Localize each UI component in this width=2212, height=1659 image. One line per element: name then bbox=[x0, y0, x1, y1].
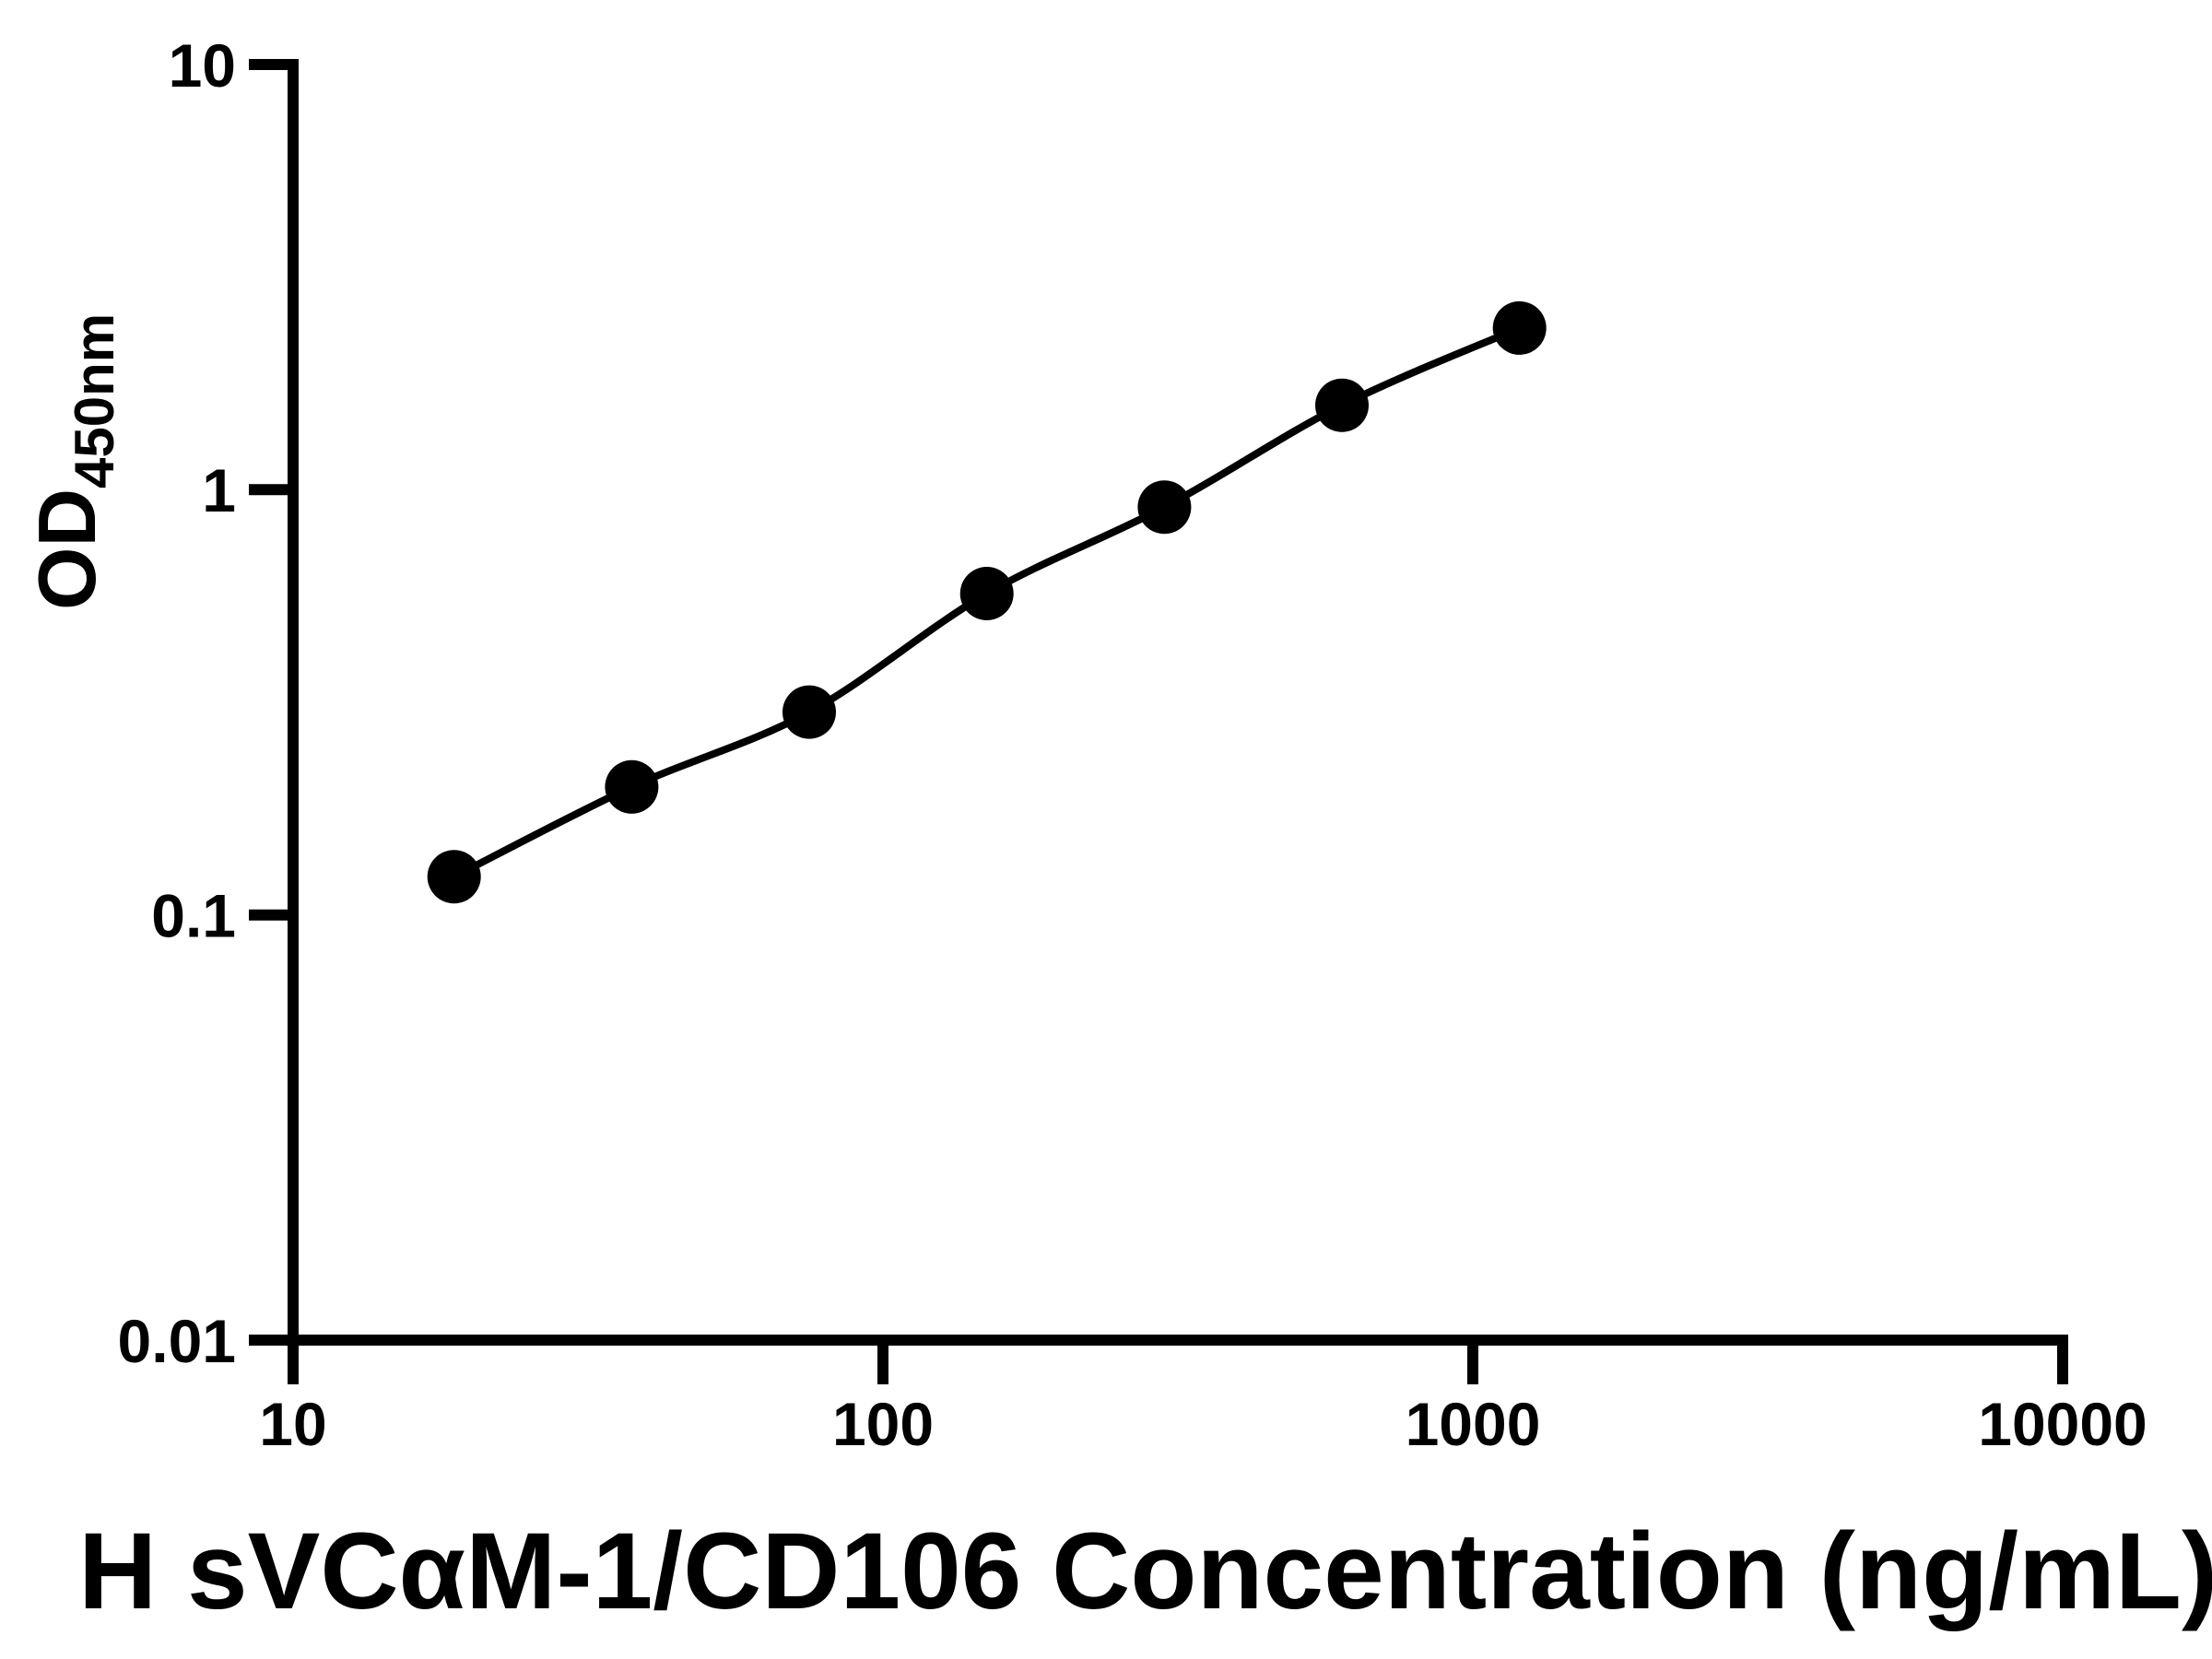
data-point-marker bbox=[605, 759, 659, 814]
axis-tick-labels: 10 1 0.1 0.01 10 100 1000 10000 bbox=[118, 31, 2147, 1458]
x-axis-title: H sVCαM-1/CD106 Concentration (ng/mL) bbox=[78, 1511, 2212, 1632]
data-point-marker bbox=[782, 685, 836, 739]
x-tick-label: 1000 bbox=[1406, 1390, 1541, 1458]
y-axis-title: OD450nm bbox=[21, 313, 125, 610]
x-tick-label: 100 bbox=[832, 1390, 934, 1458]
y-tick-label: 1 bbox=[202, 456, 236, 524]
y-tick-label: 0.01 bbox=[118, 1307, 236, 1375]
data-point-marker bbox=[427, 850, 481, 904]
y-tick-label: 10 bbox=[169, 31, 236, 100]
data-point-marker bbox=[1315, 378, 1369, 432]
data-point-marker bbox=[1492, 300, 1547, 355]
data-point-marker bbox=[1137, 480, 1192, 535]
x-tick-label: 10000 bbox=[1978, 1390, 2147, 1458]
axes bbox=[288, 59, 2068, 1346]
y-tick-label: 0.1 bbox=[151, 881, 236, 949]
y-axis-title-main: OD bbox=[21, 488, 112, 610]
y-axis-title-subscript: 450nm bbox=[64, 313, 125, 488]
data-point-marker bbox=[959, 567, 1014, 620]
x-tick-label: 10 bbox=[259, 1390, 326, 1458]
data-series bbox=[427, 300, 1547, 904]
axis-ticks bbox=[249, 59, 2068, 1384]
